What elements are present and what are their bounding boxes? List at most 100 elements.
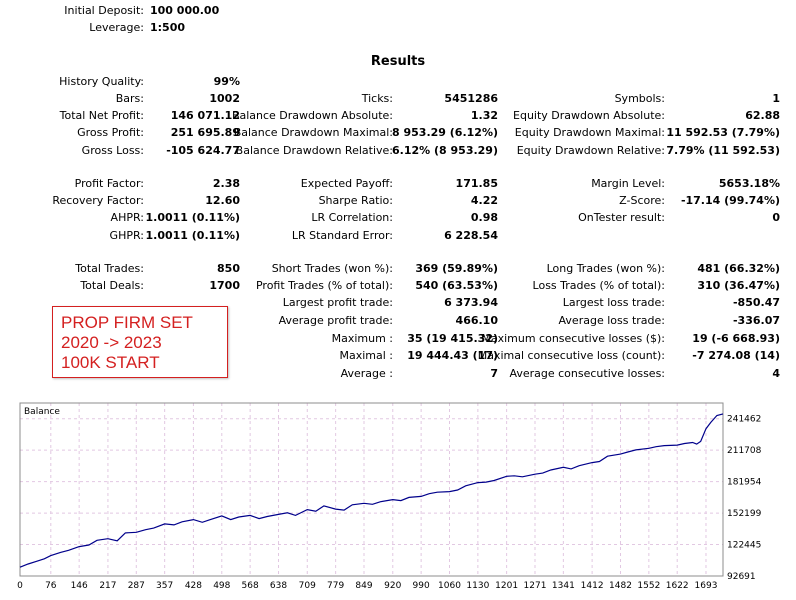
col1-label-3: Gross Profit: — [77, 126, 144, 139]
col3-value-11: 19 (-6 668.93) — [692, 332, 780, 345]
col2-label-13: Maximal : — [339, 349, 393, 362]
col2-label-0: Ticks: — [361, 92, 393, 105]
x-tick-label: 568 — [242, 581, 259, 591]
x-tick-label: 849 — [355, 581, 372, 591]
col1-value-5: 2.38 — [212, 177, 240, 190]
col2-value-1: 1.32 — [470, 109, 498, 122]
col3-label-8: Loss Trades (% of total): — [532, 279, 665, 292]
col3-value-2: 11 592.53 (7.79%) — [666, 126, 780, 139]
balance-series-line — [19, 413, 724, 568]
col1-value-0: 99% — [213, 75, 240, 88]
col1-value-3: 251 695.89 — [170, 126, 240, 139]
col3-label-7: Long Trades (won %): — [546, 262, 665, 275]
col2-label-8: Short Trades (won %): — [271, 262, 393, 275]
results-title: Results — [370, 54, 426, 69]
col1-label-9: Total Trades: — [75, 262, 144, 275]
col1-value-7: 1.0011 (0.11%) — [145, 211, 241, 224]
x-tick-label: 357 — [156, 581, 173, 591]
x-tick-label: 1622 — [666, 581, 689, 591]
leverage-label: Leverage: — [89, 21, 144, 34]
x-tick-label: 1482 — [609, 581, 632, 591]
col1-label-7: AHPR: — [110, 211, 144, 224]
col2-value-7: 6 228.54 — [444, 229, 498, 242]
x-tick-label: 1552 — [637, 581, 660, 591]
x-tick-label: 920 — [384, 581, 401, 591]
col3-label-10: Average loss trade: — [558, 314, 665, 327]
col3-value-3: 7.79% (11 592.53) — [666, 144, 780, 157]
x-axis-labels: 0 76 146 217 287 357 428 498 568 638 709 779 849 920 9… — [17, 581, 717, 591]
col3-label-2: Equity Drawdown Maximal: — [514, 126, 665, 139]
y-tick-label: 241462 — [727, 415, 761, 425]
col2-value-13: 19 444.43 (17) — [407, 349, 498, 362]
col3-value-5: -17.14 (99.74%) — [680, 194, 780, 207]
col3-label-3: Equity Drawdown Relative: — [516, 144, 665, 157]
col1-value-8: 1.0011 (0.11%) — [145, 229, 241, 242]
col3-label-9: Largest loss trade: — [562, 296, 665, 309]
col2-value-11: 466.10 — [455, 314, 498, 327]
col2-value-5: 4.22 — [470, 194, 498, 207]
x-tick-label: 1201 — [495, 581, 518, 591]
col3-value-13: 4 — [772, 367, 780, 380]
col2-label-5: Sharpe Ratio: — [318, 194, 393, 207]
y-tick-label: 181954 — [727, 478, 762, 488]
col2-value-12: 35 (19 415.32) — [407, 332, 498, 345]
col3-label-1: Equity Drawdown Absolute: — [513, 109, 665, 122]
col2-value-8: 369 (59.89%) — [415, 262, 498, 275]
col3-label-4: Margin Level: — [591, 177, 665, 190]
col2-value-3: 6.12% (8 953.29) — [392, 144, 498, 157]
annotation-line-1: PROP FIRM SET — [61, 313, 193, 332]
col3-value-8: 310 (36.47%) — [697, 279, 780, 292]
col3-label-13: Average consecutive losses: — [509, 367, 665, 380]
col2-value-0: 5451286 — [444, 92, 498, 105]
x-tick-label: 1060 — [438, 581, 461, 591]
y-tick-label: 122445 — [727, 541, 761, 551]
y-tick-label: 152199 — [727, 509, 762, 519]
col2-label-3: Balance Drawdown Relative: — [235, 144, 393, 157]
col2-label-4: Expected Payoff: — [300, 177, 393, 190]
x-tick-label: 146 — [71, 581, 88, 591]
x-tick-label: 990 — [413, 581, 430, 591]
col3-value-10: -336.07 — [732, 314, 780, 327]
col1-value-4: -105 624.77 — [166, 144, 240, 157]
col2-label-2: Balance Drawdown Maximal: — [233, 126, 393, 139]
col3-value-4: 5653.18% — [718, 177, 780, 190]
initial-deposit-value: 100 000.00 — [150, 4, 220, 17]
x-tick-label: 638 — [270, 581, 287, 591]
x-tick-label: 1271 — [524, 581, 547, 591]
chart-title: Balance — [24, 407, 60, 417]
col2-label-14: Average : — [340, 367, 393, 380]
col1-label-1: Bars: — [115, 92, 144, 105]
col2-value-4: 171.85 — [455, 177, 498, 190]
col3-label-5: Z-Score: — [619, 194, 665, 207]
annotation-line-2: 2020 -> 2023 — [61, 333, 162, 352]
x-tick-label: 498 — [213, 581, 230, 591]
col1-label-5: Profit Factor: — [74, 177, 144, 190]
col1-value-10: 1700 — [209, 279, 240, 292]
x-tick-label: 428 — [185, 581, 202, 591]
x-tick-label: 709 — [299, 581, 316, 591]
col3-value-9: -850.47 — [732, 296, 780, 309]
balance-chart: Balance 0 76 146 217 287 357 428 498 568 638 709 77… — [17, 402, 762, 591]
leverage-value: 1:500 — [150, 21, 186, 34]
col2-label-7: LR Standard Error: — [291, 229, 393, 242]
col3-value-12: -7 274.08 (14) — [692, 349, 780, 362]
col2-label-1: Balance Drawdown Absolute: — [231, 109, 393, 122]
initial-deposit-label: Initial Deposit: — [64, 4, 144, 17]
col2-label-10: Largest profit trade: — [282, 296, 393, 309]
col3-label-0: Symbols: — [614, 92, 665, 105]
col2-value-10: 6 373.94 — [444, 296, 498, 309]
col3-label-6: OnTester result: — [578, 211, 665, 224]
x-tick-label: 217 — [99, 581, 116, 591]
x-tick-label: 1412 — [581, 581, 604, 591]
col1-label-0: History Quality: — [59, 75, 144, 88]
x-tick-label: 1693 — [695, 581, 718, 591]
col2-value-9: 540 (63.53%) — [415, 279, 498, 292]
col3-value-6: 0 — [772, 211, 780, 224]
y-axis-labels: 241462 211708 181954 152199 122445 92691 — [727, 415, 762, 582]
x-tick-label: 287 — [128, 581, 145, 591]
col1-value-2: 146 071.12 — [170, 109, 240, 122]
x-tick-label: 779 — [327, 581, 344, 591]
annotation-box: PROP FIRM SET 2020 -> 2023 100K START — [52, 306, 228, 378]
y-tick-label: 92691 — [727, 572, 756, 582]
col1-value-9: 850 — [217, 262, 240, 275]
